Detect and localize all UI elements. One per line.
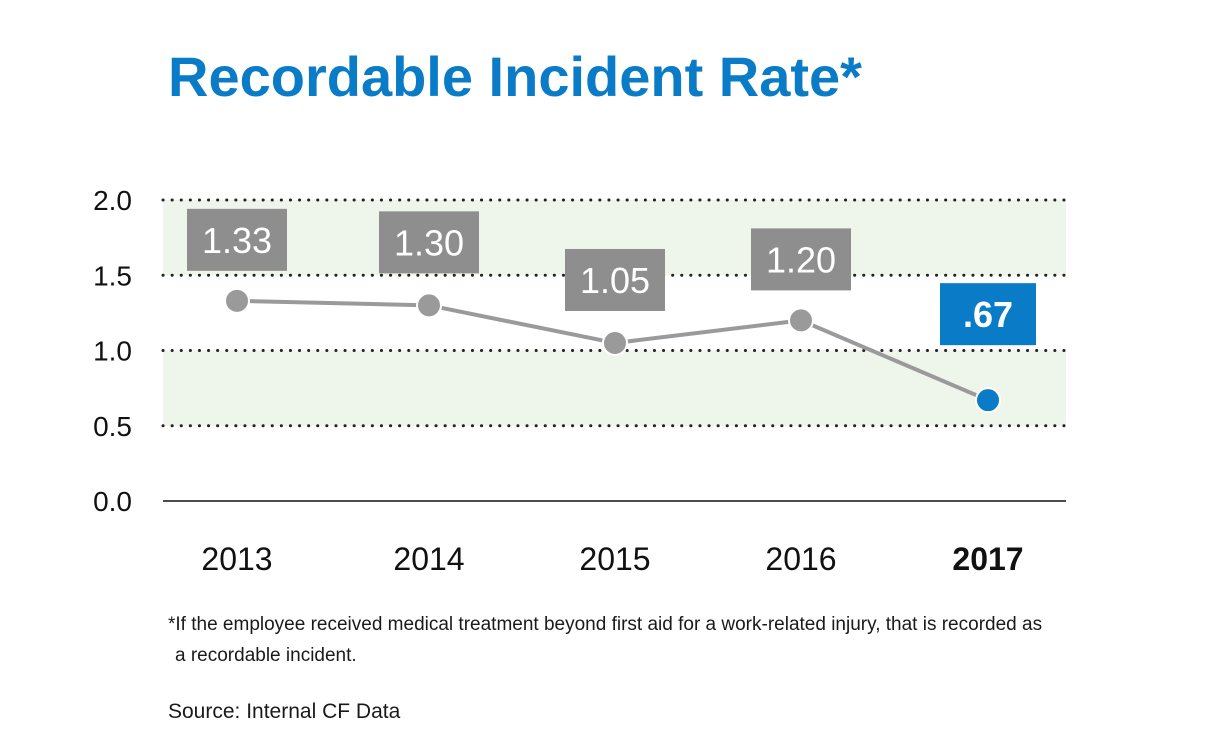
y-tick-label: 2.0 <box>93 185 132 216</box>
data-label-box <box>751 228 851 291</box>
y-tick-label: 0.0 <box>93 486 132 517</box>
data-point-2017 <box>975 387 1001 414</box>
x-tick-2017: 2017 <box>952 541 1023 577</box>
y-tick-label: 0.5 <box>93 411 132 442</box>
source-note: Source: Internal CF Data <box>168 700 401 723</box>
data-points <box>224 287 1001 414</box>
data-label-text: 1.05 <box>580 260 650 301</box>
x-axis-ticks: 2013 2014 2015 2016 2017 <box>201 541 1023 577</box>
series-line-group <box>236 298 989 403</box>
band-0 <box>163 350 1066 426</box>
series-segment-0 <box>236 298 430 308</box>
x-tick-2013: 2013 <box>201 541 272 577</box>
data-label-box <box>187 208 287 271</box>
data-label-text: 1.20 <box>766 239 836 280</box>
data-label-2016: 1.20 <box>751 228 851 291</box>
x-tick-2015: 2015 <box>579 541 650 577</box>
data-label-box <box>565 248 665 311</box>
data-label-2015: 1.05 <box>565 248 665 311</box>
series-segment-3 <box>800 318 989 403</box>
y-tick-label: 1.5 <box>93 260 132 291</box>
y-axis-ticks: 0.0 0.5 1.0 1.5 2.0 <box>93 185 132 517</box>
data-label-text: 1.33 <box>202 220 272 261</box>
footnote-line-1: *If the employee received medical treatm… <box>168 614 1042 635</box>
data-label-box <box>940 283 1036 346</box>
data-label-text: .67 <box>963 294 1013 335</box>
data-label-2017: .67 <box>940 283 1036 346</box>
data-point-2013 <box>224 287 250 314</box>
footnote-line-2: a recordable incident. <box>175 645 357 666</box>
series-segment-1 <box>428 303 616 345</box>
data-point-2016 <box>788 307 814 334</box>
series-segment-2 <box>614 318 802 345</box>
data-labels: 1.33 1.30 1.05 1.20 .67 <box>187 208 1036 346</box>
gridlines <box>161 198 1068 502</box>
x-tick-2016: 2016 <box>765 541 836 577</box>
x-tick-2014: 2014 <box>393 541 464 577</box>
y-tick-label: 1.0 <box>93 336 132 367</box>
data-point-2015 <box>602 329 628 356</box>
data-point-2014 <box>416 292 442 319</box>
data-label-2013: 1.33 <box>187 208 287 271</box>
data-label-text: 1.30 <box>394 222 464 263</box>
data-label-box <box>379 211 479 274</box>
background-bands <box>163 200 1066 426</box>
data-label-2014: 1.30 <box>379 211 479 274</box>
chart-title: Recordable Incident Rate* <box>168 45 862 108</box>
